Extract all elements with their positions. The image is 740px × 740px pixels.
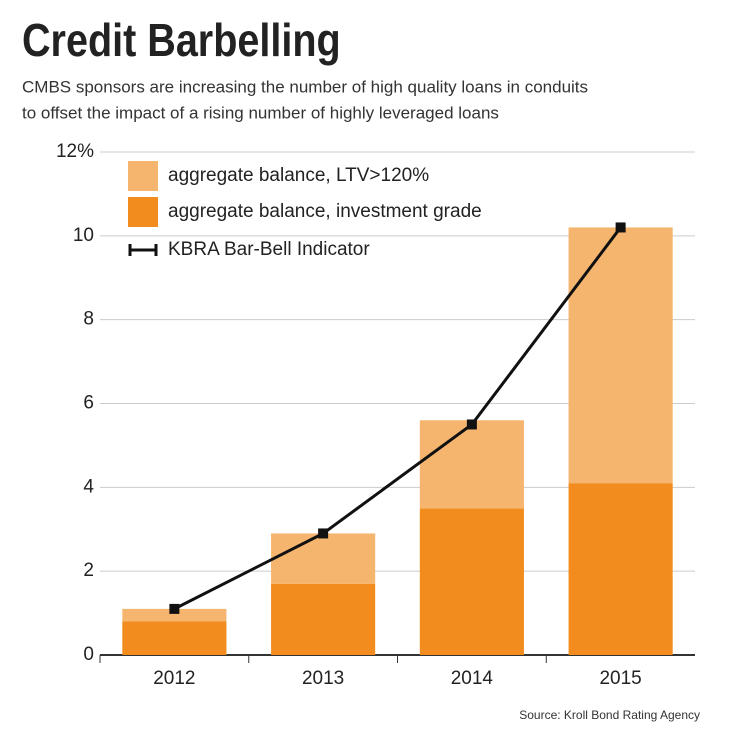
x-tick-label: 2014 — [451, 668, 494, 689]
x-tick-label: 2012 — [153, 668, 195, 689]
x-tick-label: 2013 — [302, 668, 344, 689]
legend-item: KBRA Bar-Bell Indicator — [128, 239, 370, 260]
y-tick-label: 10 — [73, 225, 94, 246]
legend-item: aggregate balance, LTV>120% — [128, 161, 429, 191]
y-tick-label: 8 — [83, 309, 94, 330]
x-tick-label: 2015 — [599, 668, 641, 689]
legend-label: aggregate balance, investment grade — [168, 201, 482, 222]
indicator-marker — [615, 222, 626, 233]
source-note: Source: Kroll Bond Rating Agency — [519, 708, 700, 722]
chart-subtitle: CMBS sponsors are increasing the number … — [22, 77, 588, 96]
bar-segment — [122, 608, 227, 622]
legend-swatch — [128, 197, 158, 227]
bar-segment — [568, 483, 673, 655]
legend-item: aggregate balance, investment grade — [128, 197, 482, 227]
legend-label: aggregate balance, LTV>120% — [168, 165, 429, 186]
indicator-line — [173, 226, 622, 611]
bar-segment — [419, 420, 524, 509]
y-tick-label: 12% — [56, 141, 94, 162]
chart-title: Credit Barbelling — [22, 15, 341, 66]
bar-segment — [271, 533, 376, 584]
indicator-marker — [466, 419, 477, 430]
indicator-marker — [169, 603, 180, 614]
y-tick-label: 4 — [83, 476, 94, 497]
y-tick-label: 2 — [83, 560, 94, 581]
legend-label: KBRA Bar-Bell Indicator — [168, 239, 370, 260]
bar-segment — [122, 621, 227, 655]
y-tick-label: 6 — [83, 393, 94, 414]
y-tick-label: 0 — [83, 644, 94, 665]
bar-segment — [568, 227, 673, 484]
bar-segment — [419, 508, 524, 655]
bar-segment — [271, 583, 376, 655]
indicator-marker — [318, 528, 329, 539]
chart-subtitle: to offset the impact of a rising number … — [22, 103, 499, 122]
legend-swatch — [128, 161, 158, 191]
